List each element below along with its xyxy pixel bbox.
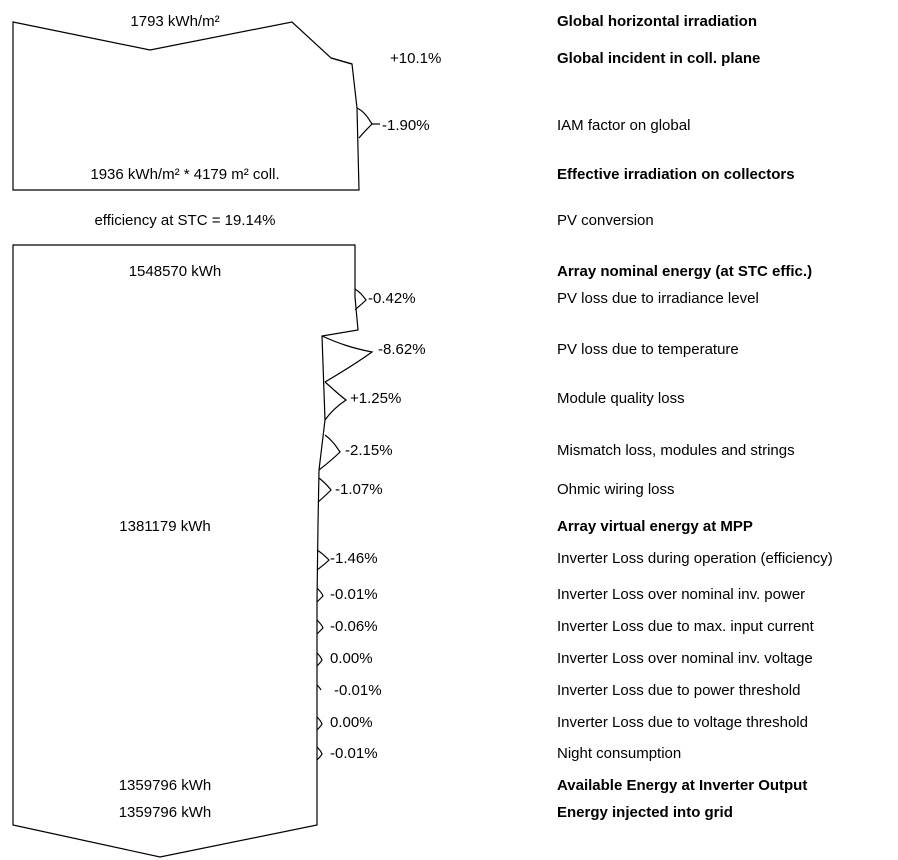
loss-arrow-mismatch xyxy=(318,434,341,471)
label-power-threshold: Inverter Loss due to power threshold xyxy=(557,682,801,699)
pct-temperature: -8.62% xyxy=(378,341,426,358)
pct-module-quality: +1.25% xyxy=(350,390,402,407)
loss-arrow-inverter-op xyxy=(316,549,330,571)
label-inv-nominal-voltage: Inverter Loss over nominal inv. voltage xyxy=(557,650,813,667)
loss-arrow-night xyxy=(316,746,323,761)
label-array-virtual: Array virtual energy at MPP xyxy=(557,518,753,535)
pct-inverter-operation: -1.46% xyxy=(330,550,378,567)
label-array-nominal: Array nominal energy (at STC effic.) xyxy=(557,263,813,280)
label-night-consumption: Night consumption xyxy=(557,745,682,762)
gain-notch-global xyxy=(330,57,353,65)
label-iam-factor: IAM factor on global xyxy=(557,117,691,134)
loss-arrow-inv-current xyxy=(316,619,324,635)
pct-inv-nominal-power: -0.01% xyxy=(330,586,378,603)
pct-global-incident: +10.1% xyxy=(390,50,442,67)
label-available-energy: Available Energy at Inverter Output xyxy=(557,777,808,794)
pct-voltage-threshold: 0.00% xyxy=(330,714,373,731)
energy-block-outline xyxy=(12,244,359,858)
label-effective-irradiation: Effective irradiation on collectors xyxy=(557,166,795,183)
label-global-horizontal: Global horizontal irradiation xyxy=(557,13,758,30)
pct-inv-max-current: -0.06% xyxy=(330,618,378,635)
gain-arrow-quality xyxy=(324,381,348,421)
pct-irradiance-level: -0.42% xyxy=(368,290,416,307)
pct-power-threshold: -0.01% xyxy=(334,682,382,699)
loss-arrow-inv-voltage xyxy=(316,652,323,667)
label-voltage-threshold: Inverter Loss due to voltage threshold xyxy=(557,714,808,731)
label-injected-energy: Energy injected into grid xyxy=(557,804,733,821)
label-module-quality: Module quality loss xyxy=(557,390,685,407)
pct-iam: -1.90% xyxy=(382,117,430,134)
label-mismatch: Mismatch loss, modules and strings xyxy=(557,442,795,459)
label-irradiance-loss: PV loss due to irradiance level xyxy=(557,290,759,307)
label-inv-nominal-power: Inverter Loss over nominal inv. power xyxy=(557,586,806,603)
available-energy-value: 1359796 kWh xyxy=(118,777,212,794)
label-ohmic: Ohmic wiring loss xyxy=(557,481,675,498)
label-global-incident: Global incident in coll. plane xyxy=(557,50,761,67)
loss-arrow-temperature xyxy=(321,335,374,383)
loss-arrow-ohmic xyxy=(317,477,332,503)
injected-energy-value: 1359796 kWh xyxy=(118,804,212,821)
loss-arrow-inv-power xyxy=(316,587,324,603)
pct-inv-nominal-voltage: 0.00% xyxy=(330,650,373,667)
label-inverter-operation: Inverter Loss during operation (efficien… xyxy=(557,550,833,567)
pct-ohmic: -1.07% xyxy=(335,481,383,498)
loss-arrow-irradiance xyxy=(354,288,367,311)
pct-night-consumption: -0.01% xyxy=(330,745,378,762)
label-inv-max-current: Inverter Loss due to max. input current xyxy=(557,618,814,635)
pct-mismatch: -2.15% xyxy=(345,442,393,459)
loss-arrow-voltage-threshold xyxy=(316,716,323,731)
loss-arrow-iam xyxy=(356,107,373,139)
label-temperature-loss: PV loss due to temperature xyxy=(557,341,739,358)
loss-arrow-power-threshold xyxy=(316,684,322,691)
effective-irradiation-value: 1936 kWh/m² * 4179 m² coll. xyxy=(90,166,280,183)
irradiation-block-outline xyxy=(12,21,360,191)
virtual-energy-value: 1381179 kWh xyxy=(119,518,211,535)
nominal-energy-value: 1548570 kWh xyxy=(128,263,222,280)
input-irradiation-value: 1793 kWh/m² xyxy=(130,13,220,30)
stc-efficiency-text: efficiency at STC = 19.14% xyxy=(94,212,276,229)
label-pv-conversion: PV conversion xyxy=(557,212,654,229)
